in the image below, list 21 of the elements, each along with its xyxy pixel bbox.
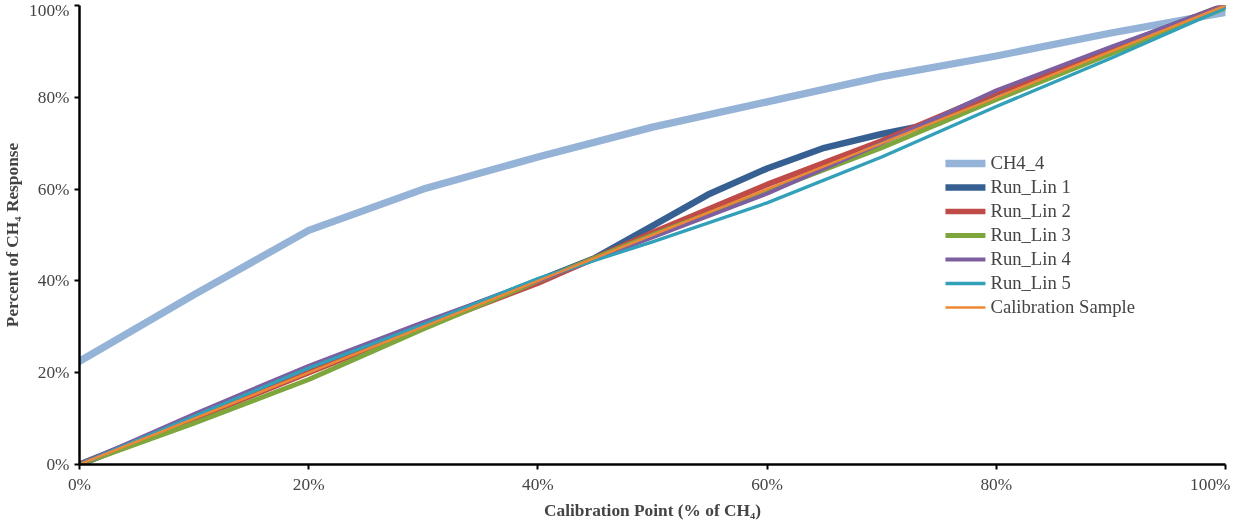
legend-label: Run_Lin 2	[990, 199, 1071, 222]
legend-label: Run_Lin 3	[990, 223, 1071, 246]
y-tick-label: 100%	[29, 0, 70, 20]
x-axis-title: Calibration Point (% of CH₄)	[544, 500, 762, 520]
y-tick-label: 20%	[37, 363, 70, 383]
legend-label: Run_Lin 1	[990, 175, 1071, 198]
y-tick-label: 0%	[46, 455, 70, 474]
legend-label: CH4_4	[990, 151, 1045, 174]
x-tick-label: 100%	[1190, 474, 1231, 494]
legend-label: Run_Lin 4	[990, 247, 1071, 270]
y-tick-label: 80%	[37, 87, 70, 107]
x-tick-label: 40%	[522, 474, 554, 494]
y-tick-label: 60%	[37, 179, 70, 199]
y-tick-label: 40%	[37, 271, 70, 291]
x-tick-label: 20%	[292, 474, 325, 494]
x-tick-label: 60%	[751, 474, 783, 494]
x-tick-label: 80%	[980, 474, 1013, 494]
legend-label: Calibration Sample	[990, 295, 1135, 318]
legend-label: Run_Lin 5	[990, 271, 1071, 294]
x-tick-label: 0%	[67, 474, 92, 494]
y-axis-title: Percent of CH₄ Response	[3, 142, 23, 328]
